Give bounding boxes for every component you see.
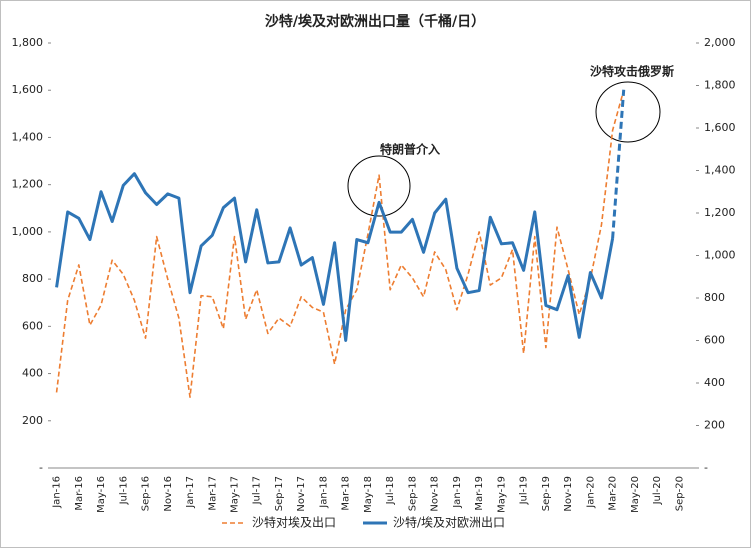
y2-tick-label: 600: [704, 334, 725, 347]
y-tick-label: 1,800: [12, 36, 44, 49]
y2-tick-label: 1,000: [704, 249, 736, 262]
y2-tick-label: 1,400: [704, 164, 736, 177]
y2-tick-label: 1,200: [704, 206, 736, 219]
y-tick-label: 1,200: [12, 178, 44, 191]
x-tick-label: Jan-19: [452, 476, 463, 509]
x-tick-label: Nov-17: [296, 476, 307, 512]
x-tick-label: Jan-16: [52, 476, 63, 509]
x-tick-label: Jul-19: [519, 476, 530, 505]
x-tick-label: May-19: [496, 476, 507, 513]
x-tick-label: Nov-16: [163, 476, 174, 512]
x-tick-label: Mar-18: [341, 476, 352, 511]
x-tick-label: Mar-17: [207, 476, 218, 511]
y2-tick-label: 1,600: [704, 121, 736, 134]
y2-tick-label: 200: [704, 419, 725, 432]
x-tick-label: Jul-16: [118, 476, 129, 505]
x-tick-label: Nov-18: [430, 476, 441, 512]
y-tick-label: 200: [22, 414, 43, 427]
y-tick-label: 1,400: [12, 130, 44, 143]
x-tick-label: Sep-17: [274, 476, 285, 511]
x-tick-label: Nov-19: [563, 476, 574, 512]
x-tick-label: Jan-20: [585, 476, 596, 509]
x-tick-label: Jul-20: [652, 476, 663, 505]
y2-tick-label: 400: [704, 376, 725, 389]
series-line: [55, 90, 625, 398]
series-line: [55, 172, 615, 342]
x-tick-label: May-16: [96, 476, 107, 513]
y2-tick-label: 2,000: [704, 36, 736, 49]
x-tick-label: May-17: [229, 476, 240, 513]
x-tick-label: Mar-16: [74, 476, 85, 511]
x-tick-label: Sep-18: [407, 476, 418, 511]
y2-tick-label: 1,800: [704, 79, 736, 92]
x-tick-label: Jan-18: [318, 476, 329, 509]
x-tick-label: Jul-17: [252, 476, 263, 505]
x-tick-label: Jul-18: [385, 476, 396, 505]
annotation: 沙特攻击俄罗斯: [590, 64, 674, 79]
chart-title: 沙特/埃及对欧洲出口量（千桶/日）: [265, 13, 485, 30]
y2-tick-label: -: [704, 461, 708, 474]
x-tick-label: Sep-19: [541, 476, 552, 511]
x-tick-label: Mar-20: [608, 476, 619, 511]
y-tick-label: 800: [22, 272, 43, 285]
x-tick-label: Sep-20: [674, 476, 685, 511]
x-tick-label: May-18: [363, 476, 374, 513]
y-tick-label: 1,600: [12, 83, 44, 96]
legend-label: 沙特对埃及出口: [252, 515, 336, 530]
x-tick-label: Jan-17: [185, 476, 196, 509]
y2-tick-label: 800: [704, 291, 725, 304]
x-tick-label: Sep-16: [141, 476, 152, 511]
y-tick-label: 1,000: [12, 225, 44, 238]
annotation: 特朗普介入: [380, 142, 440, 157]
y-tick-label: 600: [22, 319, 43, 332]
x-tick-label: May-20: [630, 476, 641, 513]
y-tick-label: 400: [22, 367, 43, 380]
y-tick-label: -: [39, 461, 43, 474]
annotation-circle: [595, 81, 661, 143]
x-tick-label: Mar-19: [474, 476, 485, 511]
annotation-circle: [347, 155, 411, 217]
series-line-dashed: [611, 89, 626, 239]
legend-label: 沙特/埃及对欧洲出口: [393, 515, 505, 530]
